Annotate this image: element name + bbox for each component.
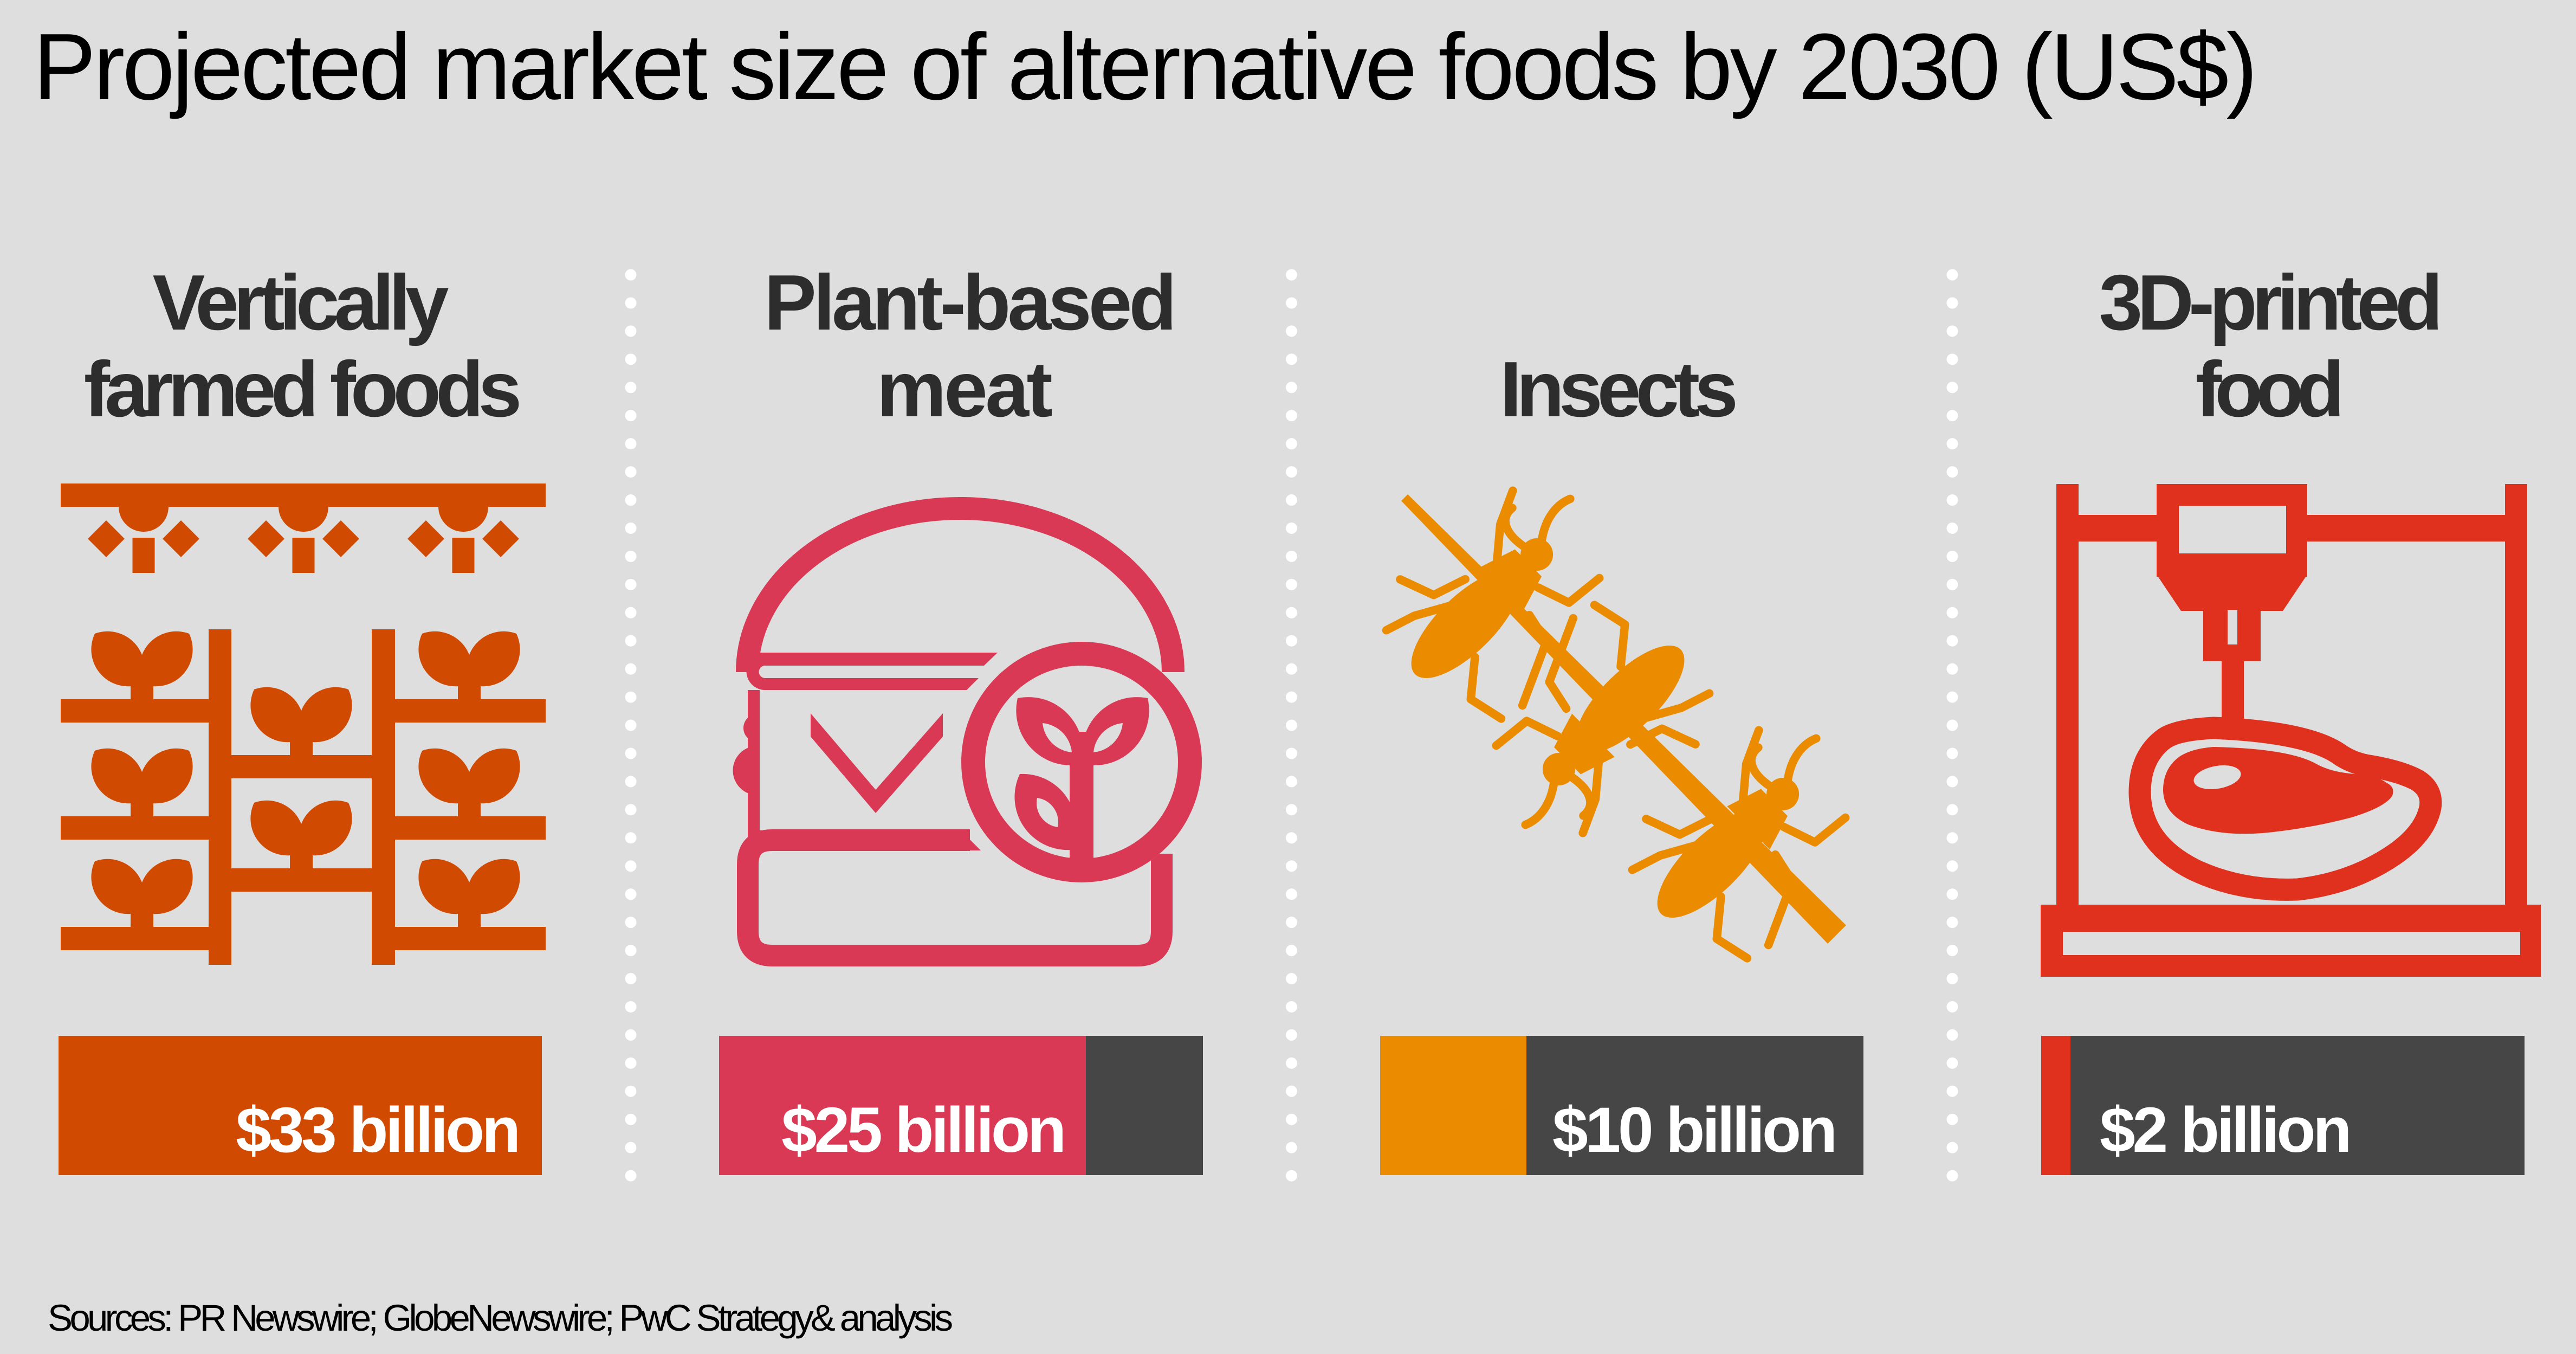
svg-text:$2 billion: $2 billion [2100,1094,2349,1166]
svg-text:Vertically: Vertically [153,259,449,346]
svg-text:Insects: Insects [1500,345,1735,433]
svg-text:$33 billion: $33 billion [236,1094,518,1166]
svg-text:food: food [2196,345,2340,433]
svg-text:meat: meat [877,345,1052,433]
svg-text:$25 billion: $25 billion [781,1094,1064,1166]
svg-text:$10 billion: $10 billion [1552,1094,1835,1166]
svg-text:farmed foods: farmed foods [84,345,519,433]
svg-text:3D-printed: 3D-printed [2099,259,2438,346]
svg-text:Projected market size of alter: Projected market size of alternative foo… [33,14,2255,119]
svg-text:Plant-based: Plant-based [764,259,1174,346]
svg-text:Sources: PR Newswire; GlobeNew: Sources: PR Newswire; GlobeNewswire; PwC… [48,1297,952,1339]
